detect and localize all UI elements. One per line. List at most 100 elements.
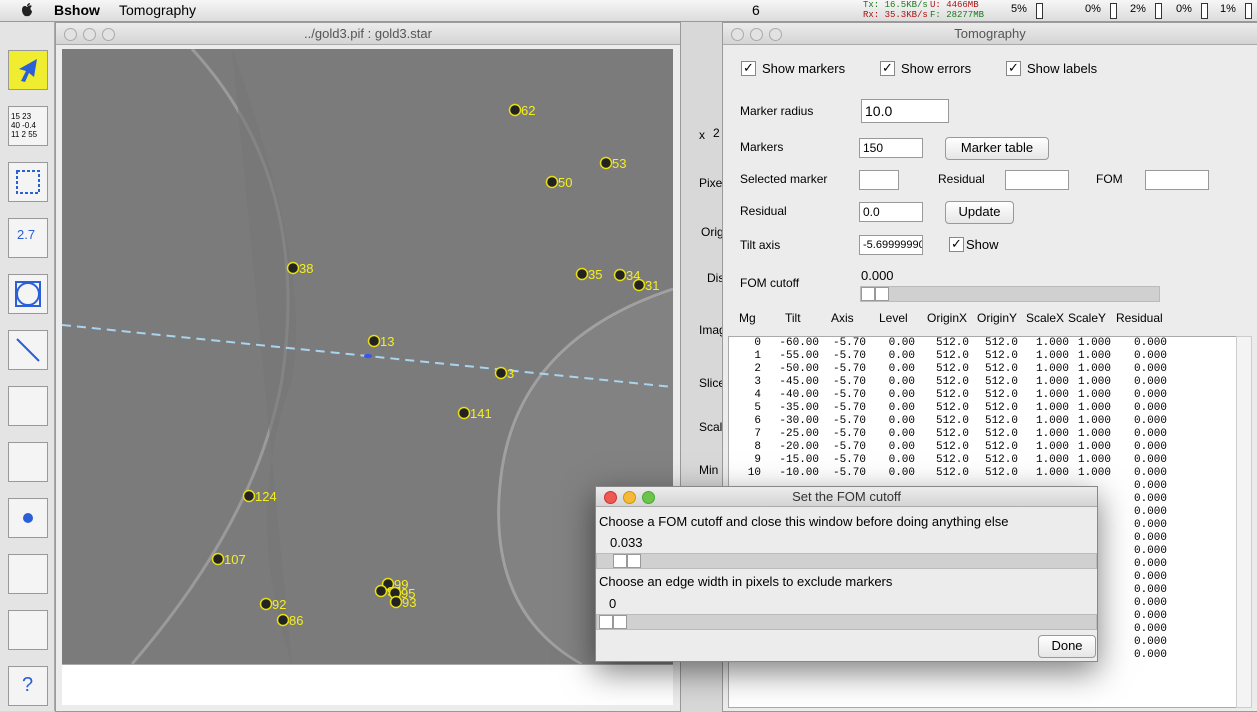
table-cell: 1.000 — [1077, 441, 1111, 453]
marker-label: 35 — [588, 267, 602, 282]
column-header: Axis — [831, 311, 854, 325]
tool-button[interactable]: ? — [8, 666, 48, 706]
slider-value: 0 — [609, 596, 617, 611]
app-menu[interactable]: Bshow — [54, 2, 100, 18]
table-cell: 0.000 — [1133, 467, 1167, 479]
table-cell: 1 — [754, 350, 761, 362]
menu-item[interactable]: Tomography — [119, 2, 197, 18]
table-cell: 0.000 — [1133, 389, 1167, 401]
scrollbar[interactable] — [1236, 336, 1252, 708]
table-cell: -5.70 — [832, 415, 866, 427]
marker — [599, 156, 613, 170]
apple-icon[interactable] — [20, 3, 34, 18]
table-cell: -15.00 — [779, 454, 819, 466]
table-cell: 512.0 — [984, 337, 1018, 349]
table-cell: 0.000 — [1133, 584, 1167, 596]
checkbox-label: Show labels — [1027, 61, 1098, 76]
button[interactable]: Update — [945, 201, 1014, 224]
table-cell: -5.70 — [832, 337, 866, 349]
tool-button[interactable]: 2.7 — [8, 218, 48, 258]
table-cell: 6 — [754, 415, 761, 427]
marker — [389, 595, 403, 609]
table-cell: 512.0 — [984, 467, 1018, 479]
mem-free: F: 28277MB — [930, 10, 985, 20]
table-cell: 0.000 — [1133, 519, 1167, 531]
table-cell: 0.000 — [1133, 636, 1167, 648]
tool-button[interactable] — [8, 610, 48, 650]
marker — [286, 261, 300, 275]
table-cell: 1.000 — [1035, 428, 1069, 440]
window-title: ../gold3.pif : gold3.star — [304, 26, 432, 41]
text-field[interactable] — [1005, 170, 1069, 190]
table-cell: 512.0 — [935, 454, 969, 466]
tool-button[interactable] — [8, 386, 48, 426]
table-cell: 0.00 — [888, 454, 915, 466]
text-field[interactable] — [859, 170, 899, 190]
cpu-meter — [1201, 3, 1208, 19]
text-field[interactable]: 0.0 — [859, 202, 923, 222]
marker — [508, 103, 522, 117]
status-badge: 6 — [752, 2, 760, 18]
table-cell: -5.70 — [832, 441, 866, 453]
table-cell: 1.000 — [1035, 376, 1069, 388]
side-label: Scal — [699, 420, 723, 434]
slider[interactable] — [596, 553, 1097, 569]
table-cell: 10 — [747, 467, 761, 479]
table-cell: 9 — [754, 454, 761, 466]
tool-button[interactable] — [8, 50, 48, 90]
label: Show — [966, 237, 999, 252]
text-field[interactable] — [1145, 170, 1209, 190]
table-cell: 1.000 — [1077, 428, 1111, 440]
column-header: ScaleY — [1068, 311, 1107, 325]
label: Selected marker — [740, 172, 828, 186]
table-cell: 0.00 — [888, 428, 915, 440]
tool-button[interactable] — [8, 442, 48, 482]
checkbox[interactable]: ✓ — [949, 237, 964, 252]
checkbox-label: Show markers — [762, 61, 846, 76]
text-field[interactable]: 150 — [859, 138, 923, 158]
table-cell: 512.0 — [935, 363, 969, 375]
checkbox[interactable]: ✓ — [1006, 61, 1021, 76]
table-cell: 0.00 — [888, 337, 915, 349]
tool-button[interactable] — [8, 554, 48, 594]
close-button[interactable] — [604, 491, 617, 504]
side-label: Dis — [707, 271, 725, 285]
tool-button[interactable] — [8, 274, 48, 314]
window-title: Tomography — [954, 26, 1026, 41]
table-cell: 0.000 — [1133, 441, 1167, 453]
slider[interactable] — [860, 286, 1160, 302]
marker — [613, 268, 627, 282]
button[interactable]: Done — [1038, 635, 1096, 658]
net-tx: Tx: 16.5KB/s — [863, 0, 928, 10]
checkbox[interactable]: ✓ — [880, 61, 895, 76]
table-cell: 0.00 — [888, 467, 915, 479]
tool-button[interactable] — [8, 330, 48, 370]
tool-button[interactable] — [8, 162, 48, 202]
table-cell: 0.00 — [888, 363, 915, 375]
title-bar: Set the FOM cutoff — [596, 487, 1097, 507]
icon-text: 11 2 55 — [11, 130, 38, 139]
icon-text: 40 -0.4 — [11, 121, 36, 130]
slider[interactable] — [596, 614, 1097, 630]
tool-button[interactable]: 15 23 40 -0.4 11 2 55 — [8, 106, 48, 146]
text-field[interactable]: -5.69999990 — [859, 235, 923, 255]
marker-label: 50 — [558, 175, 572, 190]
table-cell: 0.000 — [1133, 480, 1167, 492]
table-cell: 512.0 — [984, 402, 1018, 414]
table-cell: 1.000 — [1035, 467, 1069, 479]
table-cell: 1.000 — [1035, 402, 1069, 414]
table-cell: -40.00 — [779, 389, 819, 401]
table-cell: 512.0 — [984, 389, 1018, 401]
button[interactable]: Marker table — [945, 137, 1049, 160]
table-cell: 0.000 — [1133, 649, 1167, 661]
checkbox[interactable]: ✓ — [741, 61, 756, 76]
table-cell: 0.000 — [1133, 610, 1167, 622]
table-cell: 1.000 — [1077, 454, 1111, 466]
table-cell: 0.00 — [888, 415, 915, 427]
table-cell: 1.000 — [1077, 350, 1111, 362]
text-field[interactable]: 10.0 — [861, 99, 949, 123]
tool-button[interactable] — [8, 498, 48, 538]
table-cell: 512.0 — [935, 428, 969, 440]
table-cell: -5.70 — [832, 350, 866, 362]
table-cell: 0.00 — [888, 389, 915, 401]
